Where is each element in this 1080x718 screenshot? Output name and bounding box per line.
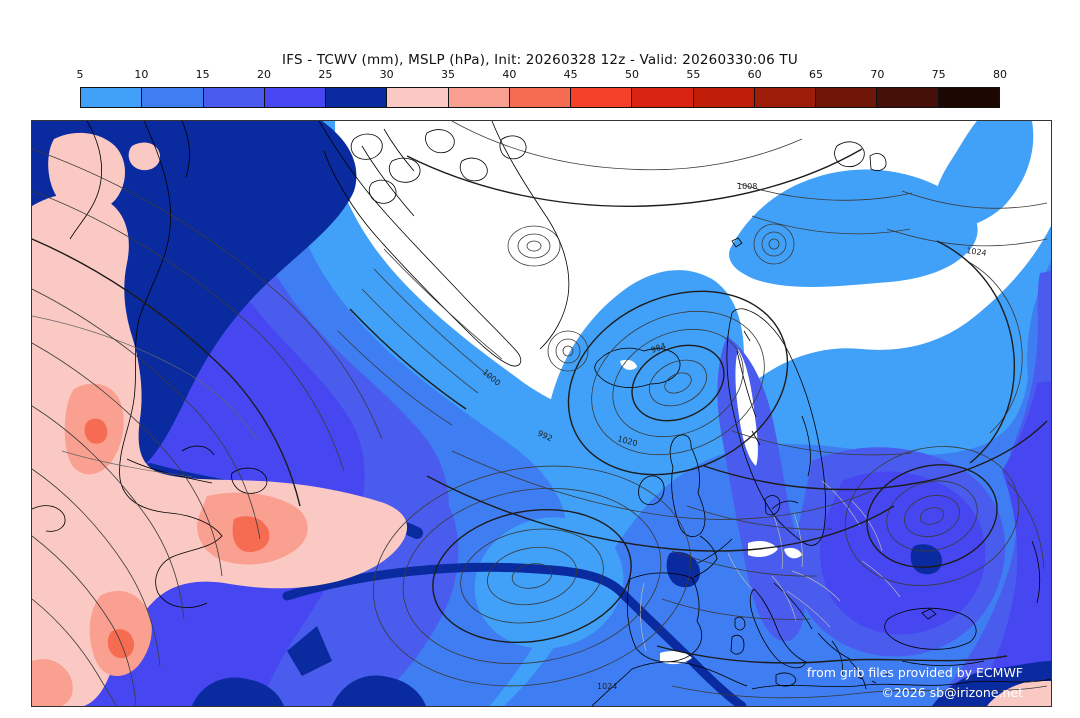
- colorbar-tick: 30: [379, 68, 394, 81]
- colorbar-tick: 5: [76, 68, 84, 81]
- colorbar-tick: 15: [195, 68, 210, 81]
- colorbar-cell: [877, 88, 939, 107]
- colorbar-tick: 55: [686, 68, 701, 81]
- colorbar-cell: [816, 88, 878, 107]
- colorbar-tick: 10: [134, 68, 149, 81]
- colorbar-cell: [693, 88, 755, 107]
- colorbar-tick: 80: [993, 68, 1007, 81]
- colorbar-tick: 70: [870, 68, 885, 81]
- weather-map-svg: 984 1008 1000 992 1020 1024 1024: [32, 121, 1051, 706]
- weather-map: 984 1008 1000 992 1020 1024 1024 from gr…: [31, 120, 1052, 707]
- colorbar: 5 10 15 20 25 30 35 40 45 50 55 60 65 70 75 80: [76, 68, 1008, 108]
- colorbar-cell: [203, 88, 265, 107]
- colorbar-tick: 20: [257, 68, 271, 81]
- colorbar-tick: 35: [441, 68, 455, 81]
- colorbar-tick: 65: [809, 68, 823, 81]
- attribution-line-1: from grib files provided by ECMWF: [806, 665, 1023, 680]
- colorbar-tick: 50: [625, 68, 639, 81]
- colorbar-cell: [509, 88, 572, 107]
- colorbar-cell: [938, 88, 999, 107]
- colorbar-cell: [571, 88, 633, 107]
- colorbar-cells: [80, 87, 1000, 108]
- colorbar-cell: [142, 88, 204, 107]
- colorbar-cell: [264, 88, 327, 107]
- border-layer: [32, 315, 901, 652]
- colorbar-cell: [448, 88, 510, 107]
- colorbar-tick: 40: [502, 68, 517, 81]
- colorbar-cell: [326, 88, 388, 107]
- colorbar-cell: [387, 88, 449, 107]
- colorbar-tick: 60: [747, 68, 762, 81]
- colorbar-cell: [81, 88, 143, 107]
- colorbar-ticks: 5 10 15 20 25 30 35 40 45 50 55 60 65 70 75 80: [76, 68, 1008, 83]
- colorbar-cell: [632, 88, 694, 107]
- page-title: IFS - TCWV (mm), MSLP (hPa), Init: 20260…: [282, 52, 798, 68]
- isobar-label: 1008: [737, 182, 757, 191]
- colorbar-tick: 25: [318, 68, 333, 81]
- isobar-label: 1024: [597, 682, 617, 691]
- isobar-layer: [32, 121, 1048, 706]
- colorbar-tick: 75: [931, 68, 946, 81]
- attribution-line-2: ©2026 sb@irizone.net: [881, 685, 1023, 700]
- isobar-label: 1024: [966, 246, 987, 258]
- colorbar-tick: 45: [563, 68, 578, 81]
- attribution: from grib files provided by ECMWF ©2026 …: [807, 663, 1023, 703]
- colorbar-cell: [754, 88, 817, 107]
